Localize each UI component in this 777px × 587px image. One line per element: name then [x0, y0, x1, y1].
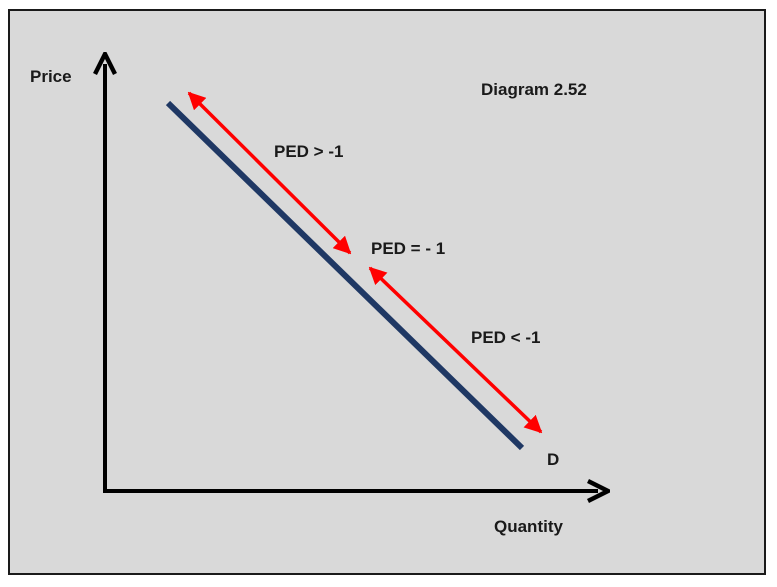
demand-curve [165, 100, 525, 451]
y-axis-label: Price [30, 67, 72, 86]
upper-elastic-arrow [187, 91, 352, 255]
demand-curve-label: D [547, 450, 559, 469]
ped-equal-label: PED = - 1 [371, 239, 445, 258]
lower-inelastic-arrow [368, 266, 543, 434]
x-axis-label: Quantity [494, 517, 563, 536]
diagram-title: Diagram 2.52 [481, 80, 587, 99]
ped-less-label: PED < -1 [471, 328, 540, 347]
ped-greater-label: PED > -1 [274, 142, 343, 161]
